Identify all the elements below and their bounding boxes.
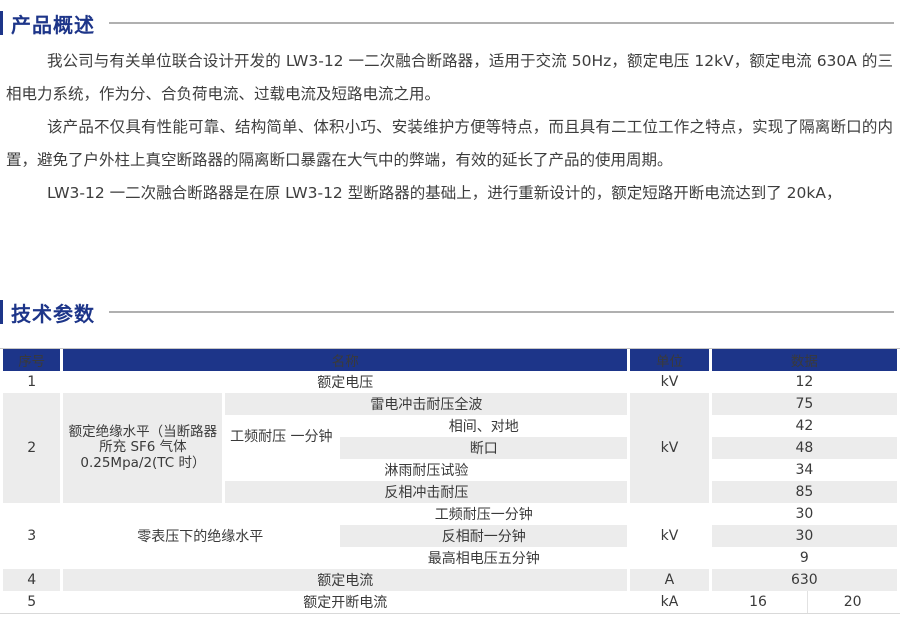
cell-no: 2: [3, 393, 61, 503]
cell-value: 34: [711, 459, 897, 481]
col-header-data: 数据: [711, 349, 897, 371]
cell-no: 3: [3, 503, 61, 569]
cell-name: 额定电流: [63, 569, 628, 591]
accent-bar-icon: [0, 11, 3, 35]
spec-table: 序号 名称 单位 数据 1 额定电压 kV 12 2 额定绝缘水平（当断路器 所…: [0, 349, 900, 613]
cell-name: 额定电压: [63, 371, 628, 393]
table-row: 3 零表压下的绝缘水平 工频耐压一分钟 kV 30: [3, 503, 897, 569]
overview-paragraph-2: 该产品不仅具有性能可靠、结构简单、体积小巧、安装维护方便等特点，而且具有二工位工…: [6, 118, 893, 169]
table-row: 反相冲击耐压 85: [3, 481, 897, 503]
section-header-technical-parameters: 技术参数: [0, 297, 900, 327]
spec-table-container: 序号 名称 单位 数据 1 额定电压 kV 12 2 额定绝缘水平（当断路器 所…: [0, 348, 900, 614]
cell-name: 反相耐一分钟: [340, 525, 628, 547]
table-row: 工频耐压 一分钟 相间、对地 42: [3, 415, 897, 459]
col-header-unit: 单位: [630, 349, 709, 371]
cell-unit: kV: [630, 393, 709, 503]
cell-group-label: 零表压下的绝缘水平: [63, 503, 338, 569]
section-title-product-overview: 产品概述: [11, 12, 95, 37]
table-row: 最高相电压五分钟 9: [3, 547, 897, 569]
cell-sub-label: 工频耐压 一分钟: [225, 415, 338, 459]
cell-name: 雷电冲击耐压全波: [225, 393, 628, 415]
accent-bar-icon: [0, 300, 3, 324]
table-row: 断口 48: [3, 437, 897, 459]
cell-name: 工频耐压一分钟: [340, 503, 628, 525]
title-rule-line: [109, 22, 894, 24]
cell-value-2: 20: [807, 591, 897, 613]
table-row: 1 额定电压 kV 12: [3, 371, 897, 393]
cell-name: 反相冲击耐压: [225, 481, 628, 503]
cell-name: 额定开断电流: [63, 591, 628, 613]
overview-paragraph-3: LW3-12 一二次融合断路器是在原 LW3-12 型断路器的基础上，进行重新设…: [47, 184, 842, 202]
cell-unit: A: [630, 569, 709, 591]
cell-value: 9: [711, 547, 897, 569]
section-header-product-overview: 产品概述: [0, 8, 900, 38]
table-header-row: 序号 名称 单位 数据: [3, 349, 897, 371]
cell-value: 30: [711, 503, 897, 525]
title-rule-line: [109, 311, 894, 313]
product-overview-text: 我公司与有关单位联合设计开发的 LW3-12 一二次融合断路器，适用于交流 50…: [0, 45, 900, 210]
cell-unit: kV: [630, 371, 709, 393]
table-row: 淋雨耐压试验 34: [3, 459, 897, 481]
col-header-name: 名称: [63, 349, 628, 371]
table-row: 5 额定开断电流 kA 16 20: [3, 591, 897, 613]
cell-no: 1: [3, 371, 61, 393]
cell-value: 12: [711, 371, 897, 393]
cell-name: 相间、对地: [340, 415, 628, 437]
overview-paragraph-1: 我公司与有关单位联合设计开发的 LW3-12 一二次融合断路器，适用于交流 50…: [6, 52, 893, 103]
cell-unit: kA: [630, 591, 709, 613]
cell-value: 75: [711, 393, 897, 415]
table-row: 4 额定电流 A 630: [3, 569, 897, 591]
col-header-no: 序号: [3, 349, 61, 371]
cell-value: 30: [711, 525, 897, 547]
cell-unit: kV: [630, 503, 709, 569]
cell-name: 淋雨耐压试验: [225, 459, 628, 481]
table-row: 2 额定绝缘水平（当断路器 所充 SF6 气体 0.25Mpa/2(TC 时） …: [3, 393, 897, 503]
cell-value: 630: [711, 569, 897, 591]
cell-no: 5: [3, 591, 61, 613]
cell-group-label: 额定绝缘水平（当断路器 所充 SF6 气体 0.25Mpa/2(TC 时）: [63, 393, 223, 503]
cell-name: 断口: [340, 437, 628, 459]
cell-value-1: 16: [711, 591, 805, 613]
cell-no: 4: [3, 569, 61, 591]
cell-value: 42: [711, 415, 897, 437]
section-title-technical-parameters: 技术参数: [11, 301, 95, 326]
table-row: 反相耐一分钟 30: [3, 525, 897, 547]
cell-value: 48: [711, 437, 897, 459]
cell-name: 最高相电压五分钟: [340, 547, 628, 569]
cell-value: 85: [711, 481, 897, 503]
